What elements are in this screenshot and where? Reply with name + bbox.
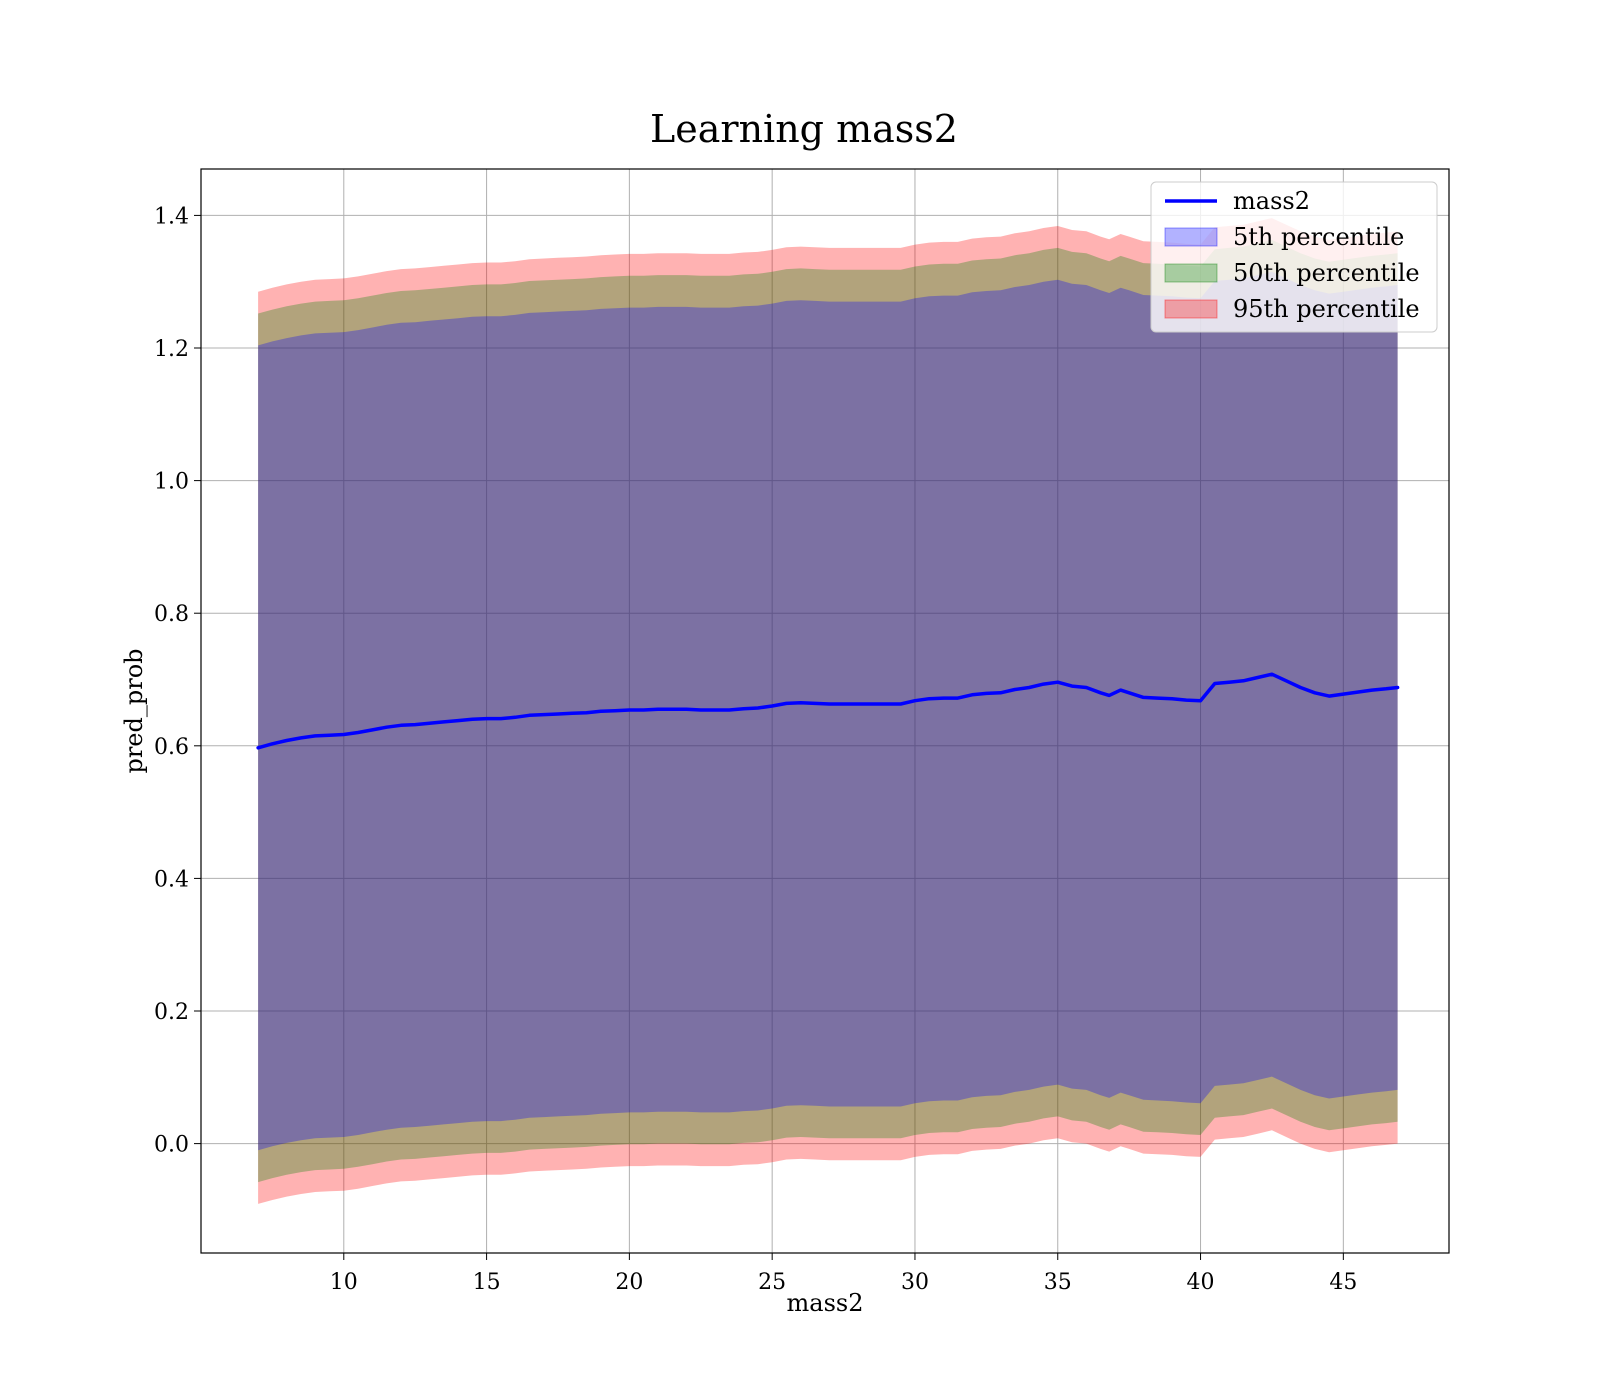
- y-tick-label: 1.0: [154, 470, 189, 495]
- series-lines: [256, 672, 1400, 750]
- x-tick-label: 25: [758, 1270, 786, 1295]
- x-tick-label: 20: [615, 1270, 643, 1295]
- legend-label: 50th percentile: [1233, 259, 1420, 287]
- y-tick-label: 1.4: [154, 204, 189, 229]
- x-tick-label: 35: [1044, 1270, 1072, 1295]
- x-axis-label: mass2: [787, 1289, 864, 1317]
- band-50th-percentile: [258, 239, 1398, 1183]
- series-line-mass2: [256, 672, 1400, 750]
- x-tick-label: 40: [1187, 1270, 1215, 1295]
- legend-label: mass2: [1233, 187, 1310, 215]
- x-axis: 10 15 20 25 30 35 40 45: [330, 1253, 1357, 1295]
- x-tick-label: 30: [901, 1270, 929, 1295]
- band-95th-percentile: [258, 218, 1398, 1204]
- y-axis-label: pred_prob: [120, 648, 148, 773]
- y-tick-label: 0.4: [154, 867, 189, 892]
- legend-frame: [1150, 181, 1438, 333]
- percentile-bands: [258, 218, 1398, 1204]
- y-axis: 0.0 0.2 0.4 0.6 0.8 1.0 1.2 1.4: [154, 204, 201, 1158]
- plot-frame: [200, 168, 1450, 1254]
- x-tick-label: 45: [1329, 1270, 1357, 1295]
- chart-title: Learning mass2: [650, 107, 958, 151]
- legend-swatch-patch: [1164, 227, 1218, 247]
- y-tick-label: 1.2: [154, 337, 189, 362]
- x-tick-label: 10: [330, 1270, 358, 1295]
- legend-swatch-patch: [1164, 299, 1218, 319]
- legend: mass2 5th percentile 50th percentile 95th p…: [1150, 181, 1438, 333]
- x-tick-label: 15: [473, 1270, 501, 1295]
- legend-label: 95th percentile: [1233, 295, 1420, 323]
- grid: [201, 169, 1449, 1253]
- y-tick-label: 0.2: [154, 1000, 189, 1025]
- legend-swatch-patch: [1164, 263, 1218, 283]
- legend-label: 5th percentile: [1233, 223, 1404, 251]
- y-tick-label: 0.6: [154, 735, 189, 760]
- y-tick-label: 0.0: [154, 1133, 189, 1158]
- y-tick-label: 0.8: [154, 602, 189, 627]
- band-5th-percentile: [258, 271, 1398, 1151]
